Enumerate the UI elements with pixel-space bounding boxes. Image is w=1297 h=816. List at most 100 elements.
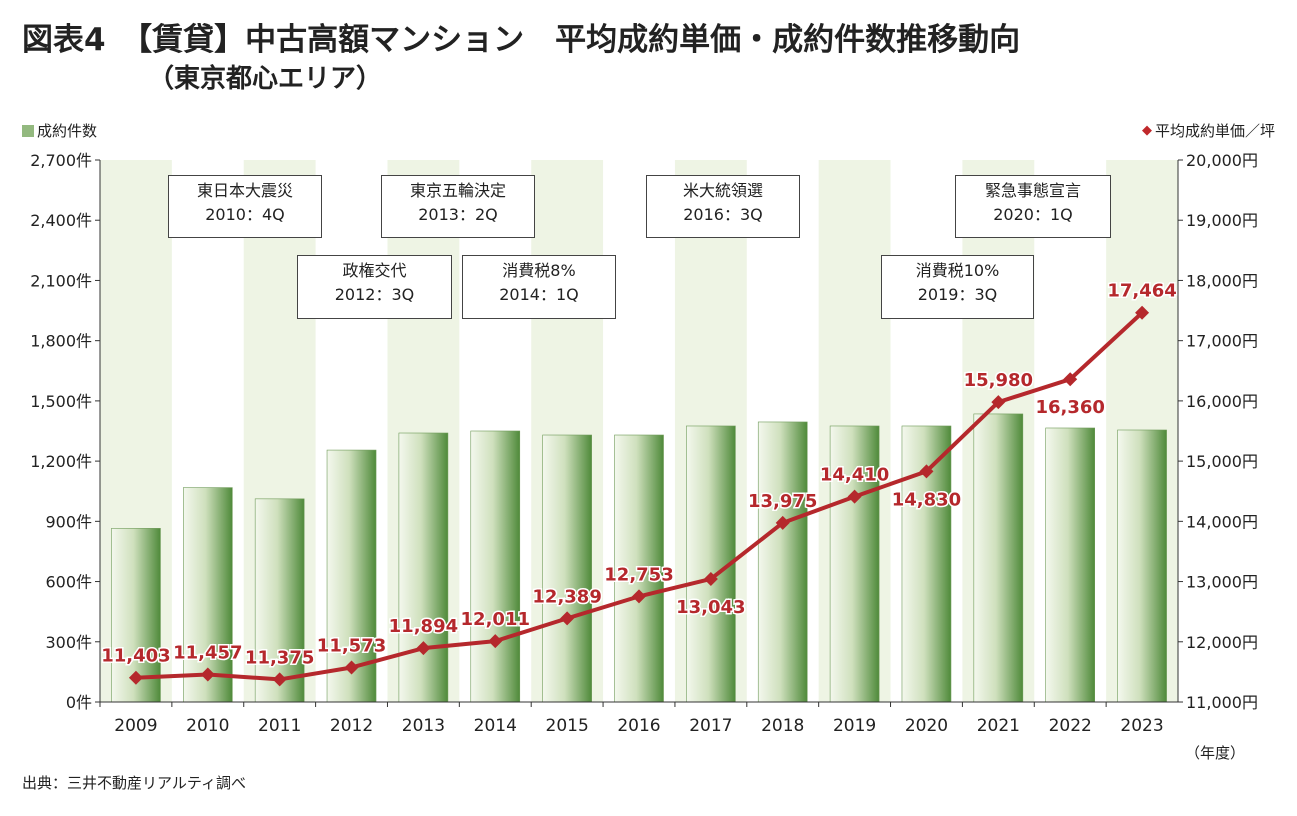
x-tick-label: 2023 <box>1120 716 1163 736</box>
event-box-emergency: 緊急事態宣言 2020：1Q <box>955 175 1111 238</box>
bar-2013 <box>398 432 449 703</box>
y-right-tick-label: 12,000円 <box>1186 633 1258 652</box>
y-left-tick-label: 900件 <box>45 512 92 531</box>
y-right-tick-label: 19,000円 <box>1186 211 1258 230</box>
price-point-2021 <box>991 395 1006 410</box>
event-name: 東京五輪決定 <box>409 181 506 200</box>
y-left-tick-label: 1,200件 <box>30 452 92 471</box>
event-name: 消費税8% <box>502 261 576 280</box>
x-tick-label: 2019 <box>833 716 876 736</box>
y-left-tick-label: 300件 <box>45 633 92 652</box>
legend-line-label: 平均成約単価／坪 <box>1154 122 1275 140</box>
source-note: 出典：三井不動産リアルティ調べ <box>22 774 246 792</box>
x-tick-label: 2010 <box>186 716 229 736</box>
price-point-2017 <box>703 571 718 586</box>
x-tick-label: 2022 <box>1049 716 1092 736</box>
chart-subtitle: （東京都心エリア） <box>148 64 383 94</box>
price-data-label: 12,753 <box>604 564 673 585</box>
price-data-label: 11,573 <box>317 635 386 656</box>
x-tick-label: 2013 <box>402 716 445 736</box>
y-right-tick-label: 11,000円 <box>1186 693 1258 712</box>
event-name: 緊急事態宣言 <box>984 181 1081 200</box>
bar-2011 <box>254 498 305 703</box>
price-data-label: 17,464 <box>1107 281 1176 302</box>
price-point-2023 <box>1135 305 1150 320</box>
x-tick-label: 2018 <box>761 716 804 736</box>
y-left-tick-label: 1,800件 <box>30 332 92 351</box>
bar-2018 <box>757 421 808 703</box>
bar-2021 <box>973 413 1024 703</box>
price-point-2020 <box>919 464 934 479</box>
price-data-label: 11,894 <box>389 616 458 637</box>
legend-line-entry: ◆ 平均成約単価／坪 <box>1142 120 1275 141</box>
price-point-2014 <box>488 634 503 649</box>
y-right-tick-label: 13,000円 <box>1186 573 1258 592</box>
x-tick-label: 2009 <box>114 716 157 736</box>
bar-2014 <box>470 430 521 703</box>
bar-2012 <box>326 449 377 703</box>
price-data-label: 11,457 <box>173 642 242 663</box>
event-period: 2020：1Q <box>993 205 1073 224</box>
y-right-tick-label: 14,000円 <box>1186 512 1258 531</box>
event-period: 2012：3Q <box>334 285 415 304</box>
bar-2022 <box>1045 427 1095 703</box>
price-point-2010 <box>200 667 215 682</box>
y-left-tick-label: 2,700件 <box>30 151 92 170</box>
bar-2015 <box>542 434 592 703</box>
x-tick-label: 2021 <box>977 716 1020 736</box>
event-period: 2016：3Q <box>683 205 763 224</box>
event-box-olympics: 東京五輪決定 2013：2Q <box>381 175 535 238</box>
event-box-earthquake: 東日本大震災 2010：4Q <box>168 175 322 238</box>
event-period: 2014：1Q <box>499 285 579 304</box>
price-data-label: 11,375 <box>245 647 314 668</box>
price-data-label: 15,980 <box>964 370 1033 391</box>
y-right-tick-label: 17,000円 <box>1186 332 1258 351</box>
legend-bar-swatch <box>22 124 34 137</box>
event-period: 2010：4Q <box>205 205 285 224</box>
price-data-label: 14,410 <box>820 465 889 486</box>
price-data-label: 16,360 <box>1035 397 1104 418</box>
legend-diamond-icon: ◆ <box>1141 123 1152 138</box>
x-tick-label: 2015 <box>546 716 589 736</box>
price-point-2022 <box>1063 372 1078 387</box>
y-left-tick-label: 2,400件 <box>30 211 92 230</box>
price-point-2009 <box>128 670 143 685</box>
price-point-2012 <box>344 660 359 675</box>
x-tick-label: 2014 <box>474 716 517 736</box>
chart-title: 図表4 【賃貸】中古高額マンション 平均成約単価・成約件数推移動向 <box>22 22 1021 58</box>
bar-2019 <box>829 425 880 703</box>
event-name: 政権交代 <box>342 261 407 280</box>
x-tick-label: 2011 <box>258 716 301 736</box>
price-point-2015 <box>560 611 575 626</box>
price-point-2019 <box>847 489 862 504</box>
y-left-tick-label: 1,500件 <box>30 392 92 411</box>
y-right-tick-label: 16,000円 <box>1186 392 1258 411</box>
price-data-label: 14,830 <box>892 489 961 510</box>
event-name: 東日本大震災 <box>196 181 293 200</box>
legend-bar-entry: 成約件数 <box>22 120 97 141</box>
price-data-label: 12,011 <box>461 609 530 630</box>
event-box-tax-8: 消費税8% 2014：1Q <box>462 255 616 319</box>
price-data-label: 11,403 <box>101 646 170 667</box>
x-tick-label: 2017 <box>689 716 732 736</box>
event-box-us-election: 米大統領選 2016：3Q <box>646 175 800 238</box>
bar-2016 <box>614 434 664 703</box>
x-axis-unit: （年度） <box>1185 744 1246 762</box>
x-tick-label: 2012 <box>330 716 373 736</box>
y-right-tick-label: 18,000円 <box>1186 271 1258 290</box>
price-data-label: 12,389 <box>532 586 601 607</box>
y-right-tick-label: 15,000円 <box>1186 452 1258 471</box>
event-name: 消費税10% <box>915 261 1000 280</box>
event-period: 2013：2Q <box>418 205 498 224</box>
x-tick-label: 2016 <box>617 716 660 736</box>
event-period: 2019：3Q <box>917 285 998 304</box>
event-box-tax-10: 消費税10% 2019：3Q <box>881 255 1034 319</box>
price-data-label: 13,043 <box>676 597 745 618</box>
bar-2010 <box>183 487 233 703</box>
legend-bar-label: 成約件数 <box>37 122 98 140</box>
price-point-2013 <box>416 641 431 656</box>
x-tick-label: 2020 <box>905 716 948 736</box>
event-name: 米大統領選 <box>682 181 763 200</box>
bar-2023 <box>1117 429 1167 703</box>
